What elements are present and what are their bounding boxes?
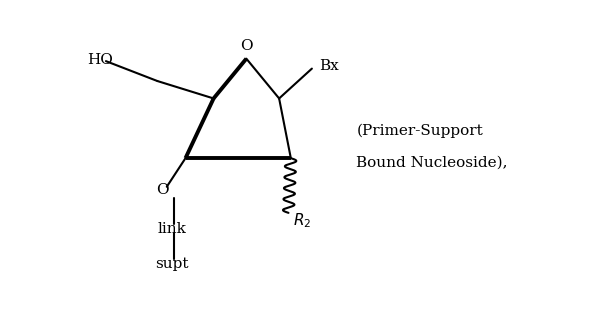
Text: O: O (240, 39, 252, 53)
Text: O: O (156, 183, 169, 197)
Text: HO: HO (87, 53, 113, 67)
Text: Bound Nucleoside),: Bound Nucleoside), (356, 156, 508, 170)
Text: link: link (158, 222, 186, 236)
Text: supt: supt (155, 257, 188, 271)
Text: (Primer-Support: (Primer-Support (356, 124, 483, 138)
Text: $R_2$: $R_2$ (293, 211, 312, 230)
Text: Bx: Bx (319, 59, 339, 73)
